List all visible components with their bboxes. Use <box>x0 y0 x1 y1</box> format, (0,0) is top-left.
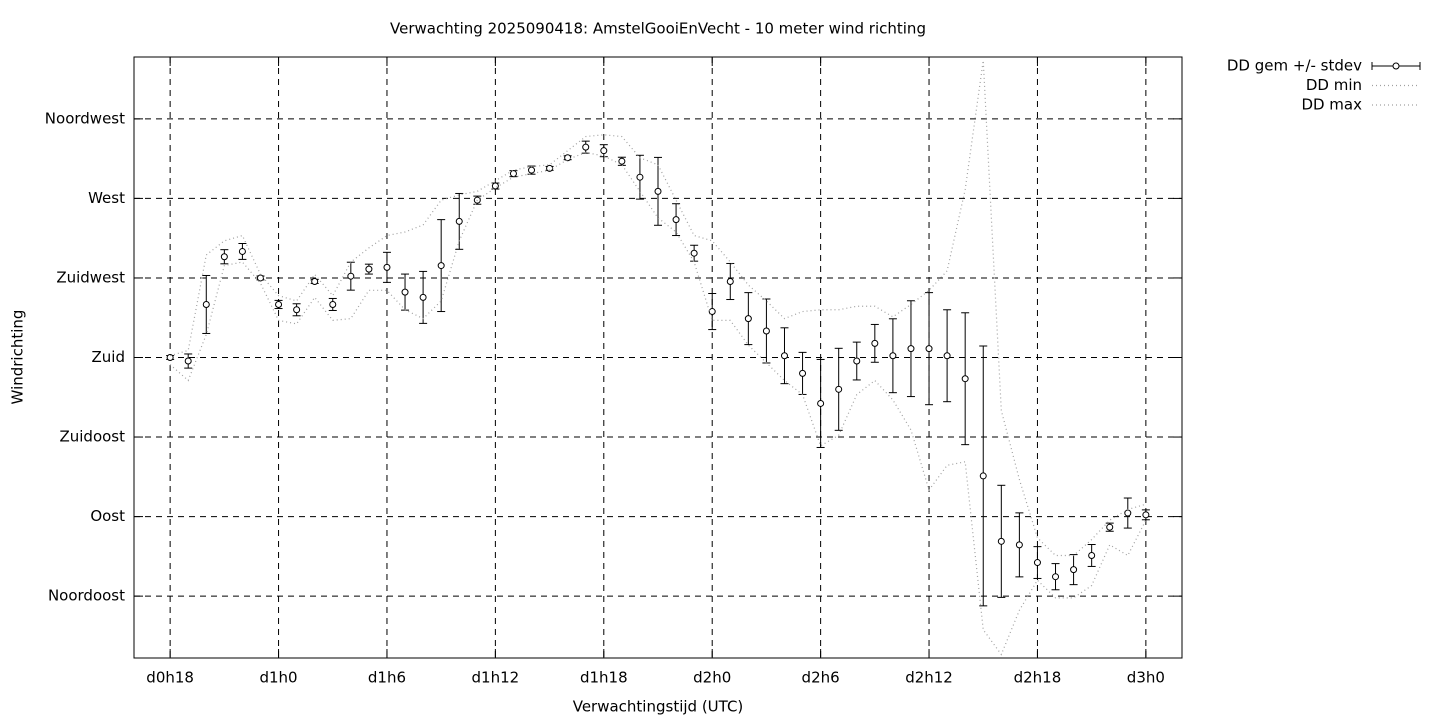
data-point <box>744 315 752 323</box>
data-point <box>401 288 409 296</box>
data-point <box>202 300 210 308</box>
x-tick-label: d1h12 <box>472 669 520 687</box>
data-point <box>654 187 662 195</box>
data-point <box>383 263 391 271</box>
data-point <box>817 399 825 407</box>
data-point <box>365 265 373 273</box>
data-point <box>1124 509 1132 517</box>
data-point <box>293 306 301 314</box>
range-line <box>169 151 1147 656</box>
data-point <box>1106 523 1114 531</box>
data-point <box>672 216 680 224</box>
legend-label: DD max <box>1301 96 1362 114</box>
data-point <box>690 249 698 257</box>
data-point <box>491 182 499 190</box>
data-point <box>961 375 969 383</box>
data-point <box>889 352 897 360</box>
data-point <box>455 217 463 225</box>
data-point <box>708 308 716 316</box>
y-tick-label: West <box>88 189 125 207</box>
legend-label: DD gem +/- stdev <box>1227 57 1362 75</box>
data-point <box>907 345 915 353</box>
data-point <box>600 147 608 155</box>
data-point <box>347 272 355 280</box>
plot-frame <box>133 56 1183 659</box>
data-point <box>979 472 987 480</box>
data-point <box>311 277 319 285</box>
data-point <box>1015 541 1023 549</box>
y-tick-label: Zuidwest <box>56 268 125 286</box>
y-tick-label: Noordwest <box>45 109 125 127</box>
data-point <box>256 274 264 282</box>
y-axis-label: Windrichting <box>9 310 27 405</box>
data-point <box>925 345 933 353</box>
y-tick-label: Noordoost <box>48 587 125 605</box>
data-point <box>997 537 1005 545</box>
x-tick-label: d2h0 <box>693 669 731 687</box>
data-point <box>1070 566 1078 574</box>
legend-label: DD min <box>1306 76 1362 94</box>
y-tick-label: Zuidoost <box>59 428 125 446</box>
y-tick-label: Zuid <box>92 348 125 366</box>
data-point <box>762 327 770 335</box>
x-tick-label: d1h18 <box>580 669 628 687</box>
data-point <box>1142 511 1150 519</box>
data-point <box>1033 559 1041 567</box>
data-point <box>1052 573 1060 581</box>
data-point <box>437 262 445 270</box>
data-point <box>275 300 283 308</box>
data-point <box>166 354 174 361</box>
data-point <box>835 385 843 393</box>
data-point <box>329 300 337 308</box>
data-point <box>238 247 246 255</box>
data-point <box>582 143 590 151</box>
data-point <box>636 173 644 181</box>
data-point <box>220 253 228 261</box>
data-point <box>509 170 517 178</box>
data-point <box>726 277 734 285</box>
x-tick-label: d2h12 <box>905 669 953 687</box>
y-tick-label: Oost <box>90 507 125 525</box>
data-point <box>943 352 951 360</box>
data-point <box>871 339 879 347</box>
data-point <box>618 157 626 165</box>
x-tick-label: d1h6 <box>368 669 406 687</box>
data-point <box>853 357 861 365</box>
x-tick-label: d1h0 <box>259 669 297 687</box>
legend-swatch <box>1392 62 1400 70</box>
chart-title: Verwachting 2025090418: AmstelGooiEnVech… <box>390 20 926 38</box>
x-tick-label: d2h6 <box>802 669 840 687</box>
data-point <box>799 369 807 377</box>
data-point <box>184 357 192 365</box>
x-axis-label: Verwachtingstijd (UTC) <box>573 698 744 716</box>
data-point <box>1088 551 1096 559</box>
x-tick-label: d0h18 <box>146 669 194 687</box>
data-point <box>780 352 788 360</box>
data-point <box>564 154 572 162</box>
data-point <box>528 166 536 174</box>
data-point <box>419 293 427 301</box>
x-tick-label: d2h18 <box>1014 669 1062 687</box>
x-tick-label: d3h0 <box>1127 669 1165 687</box>
